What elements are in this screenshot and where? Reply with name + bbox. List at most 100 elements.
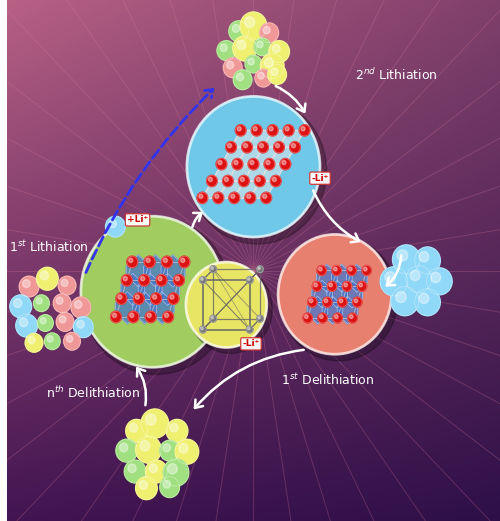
Polygon shape xyxy=(332,265,352,292)
Circle shape xyxy=(54,294,71,313)
Circle shape xyxy=(364,267,367,271)
Circle shape xyxy=(270,176,281,187)
Circle shape xyxy=(128,464,136,473)
Circle shape xyxy=(299,125,310,136)
Circle shape xyxy=(303,313,312,323)
Circle shape xyxy=(354,299,358,303)
Circle shape xyxy=(233,70,252,90)
Circle shape xyxy=(179,256,190,268)
Circle shape xyxy=(272,44,280,53)
Polygon shape xyxy=(144,255,168,287)
Circle shape xyxy=(186,262,267,348)
Polygon shape xyxy=(322,296,343,324)
Circle shape xyxy=(22,280,30,288)
Text: -Li⁺: -Li⁺ xyxy=(312,173,328,183)
Circle shape xyxy=(218,160,222,165)
Circle shape xyxy=(237,127,241,131)
Circle shape xyxy=(126,419,148,442)
Circle shape xyxy=(314,283,318,287)
Circle shape xyxy=(152,295,156,299)
Circle shape xyxy=(180,258,185,263)
Circle shape xyxy=(150,293,162,304)
Circle shape xyxy=(188,265,272,353)
Circle shape xyxy=(146,414,156,425)
FancyArrowPatch shape xyxy=(137,368,146,405)
Circle shape xyxy=(284,125,294,136)
Circle shape xyxy=(385,272,396,283)
Circle shape xyxy=(274,142,284,153)
Circle shape xyxy=(112,313,116,317)
Circle shape xyxy=(164,258,168,263)
Circle shape xyxy=(229,21,248,42)
Circle shape xyxy=(391,287,418,316)
Circle shape xyxy=(130,423,138,432)
Polygon shape xyxy=(138,274,162,305)
Circle shape xyxy=(226,61,234,69)
Circle shape xyxy=(228,143,232,148)
Polygon shape xyxy=(263,130,288,147)
Polygon shape xyxy=(156,274,180,305)
Circle shape xyxy=(109,220,116,228)
Text: 1$^{st}$ Lithiation: 1$^{st}$ Lithiation xyxy=(9,240,88,255)
Circle shape xyxy=(282,160,286,165)
Circle shape xyxy=(414,247,440,274)
Circle shape xyxy=(268,41,289,63)
Circle shape xyxy=(224,58,242,78)
Circle shape xyxy=(222,176,233,187)
Circle shape xyxy=(197,192,207,204)
Circle shape xyxy=(134,293,144,304)
Circle shape xyxy=(253,127,257,131)
Circle shape xyxy=(342,281,351,291)
Circle shape xyxy=(174,275,184,286)
Circle shape xyxy=(397,250,407,261)
Circle shape xyxy=(410,270,420,281)
Circle shape xyxy=(255,69,272,87)
Circle shape xyxy=(242,142,252,153)
Circle shape xyxy=(162,256,172,268)
Circle shape xyxy=(248,158,259,170)
Circle shape xyxy=(344,283,348,287)
Circle shape xyxy=(141,409,169,438)
Polygon shape xyxy=(250,181,276,198)
Circle shape xyxy=(124,460,146,483)
Circle shape xyxy=(380,267,408,296)
Circle shape xyxy=(163,459,189,486)
Circle shape xyxy=(163,444,170,452)
Circle shape xyxy=(245,192,256,204)
Circle shape xyxy=(14,299,22,307)
Circle shape xyxy=(170,423,178,432)
Circle shape xyxy=(285,127,289,131)
Circle shape xyxy=(258,72,264,79)
Circle shape xyxy=(339,299,343,303)
Circle shape xyxy=(246,194,251,199)
Circle shape xyxy=(40,317,46,324)
Circle shape xyxy=(156,275,167,286)
Circle shape xyxy=(211,267,214,269)
Circle shape xyxy=(61,279,68,287)
Circle shape xyxy=(258,267,260,269)
Polygon shape xyxy=(238,147,263,164)
Circle shape xyxy=(318,313,328,323)
Circle shape xyxy=(213,192,224,204)
Polygon shape xyxy=(279,130,304,147)
Polygon shape xyxy=(337,296,358,324)
Circle shape xyxy=(254,176,265,187)
Circle shape xyxy=(290,142,300,153)
Circle shape xyxy=(231,194,235,199)
Circle shape xyxy=(136,436,161,463)
Circle shape xyxy=(280,158,290,170)
Circle shape xyxy=(238,176,249,187)
Circle shape xyxy=(226,142,236,153)
Polygon shape xyxy=(244,164,270,181)
Circle shape xyxy=(20,318,28,327)
Circle shape xyxy=(232,158,243,170)
Polygon shape xyxy=(254,147,279,164)
Circle shape xyxy=(200,277,206,283)
Circle shape xyxy=(144,256,155,268)
Circle shape xyxy=(332,266,342,276)
Circle shape xyxy=(38,315,54,331)
Circle shape xyxy=(317,266,326,276)
Circle shape xyxy=(110,311,122,322)
Polygon shape xyxy=(121,274,144,305)
Polygon shape xyxy=(218,181,244,198)
